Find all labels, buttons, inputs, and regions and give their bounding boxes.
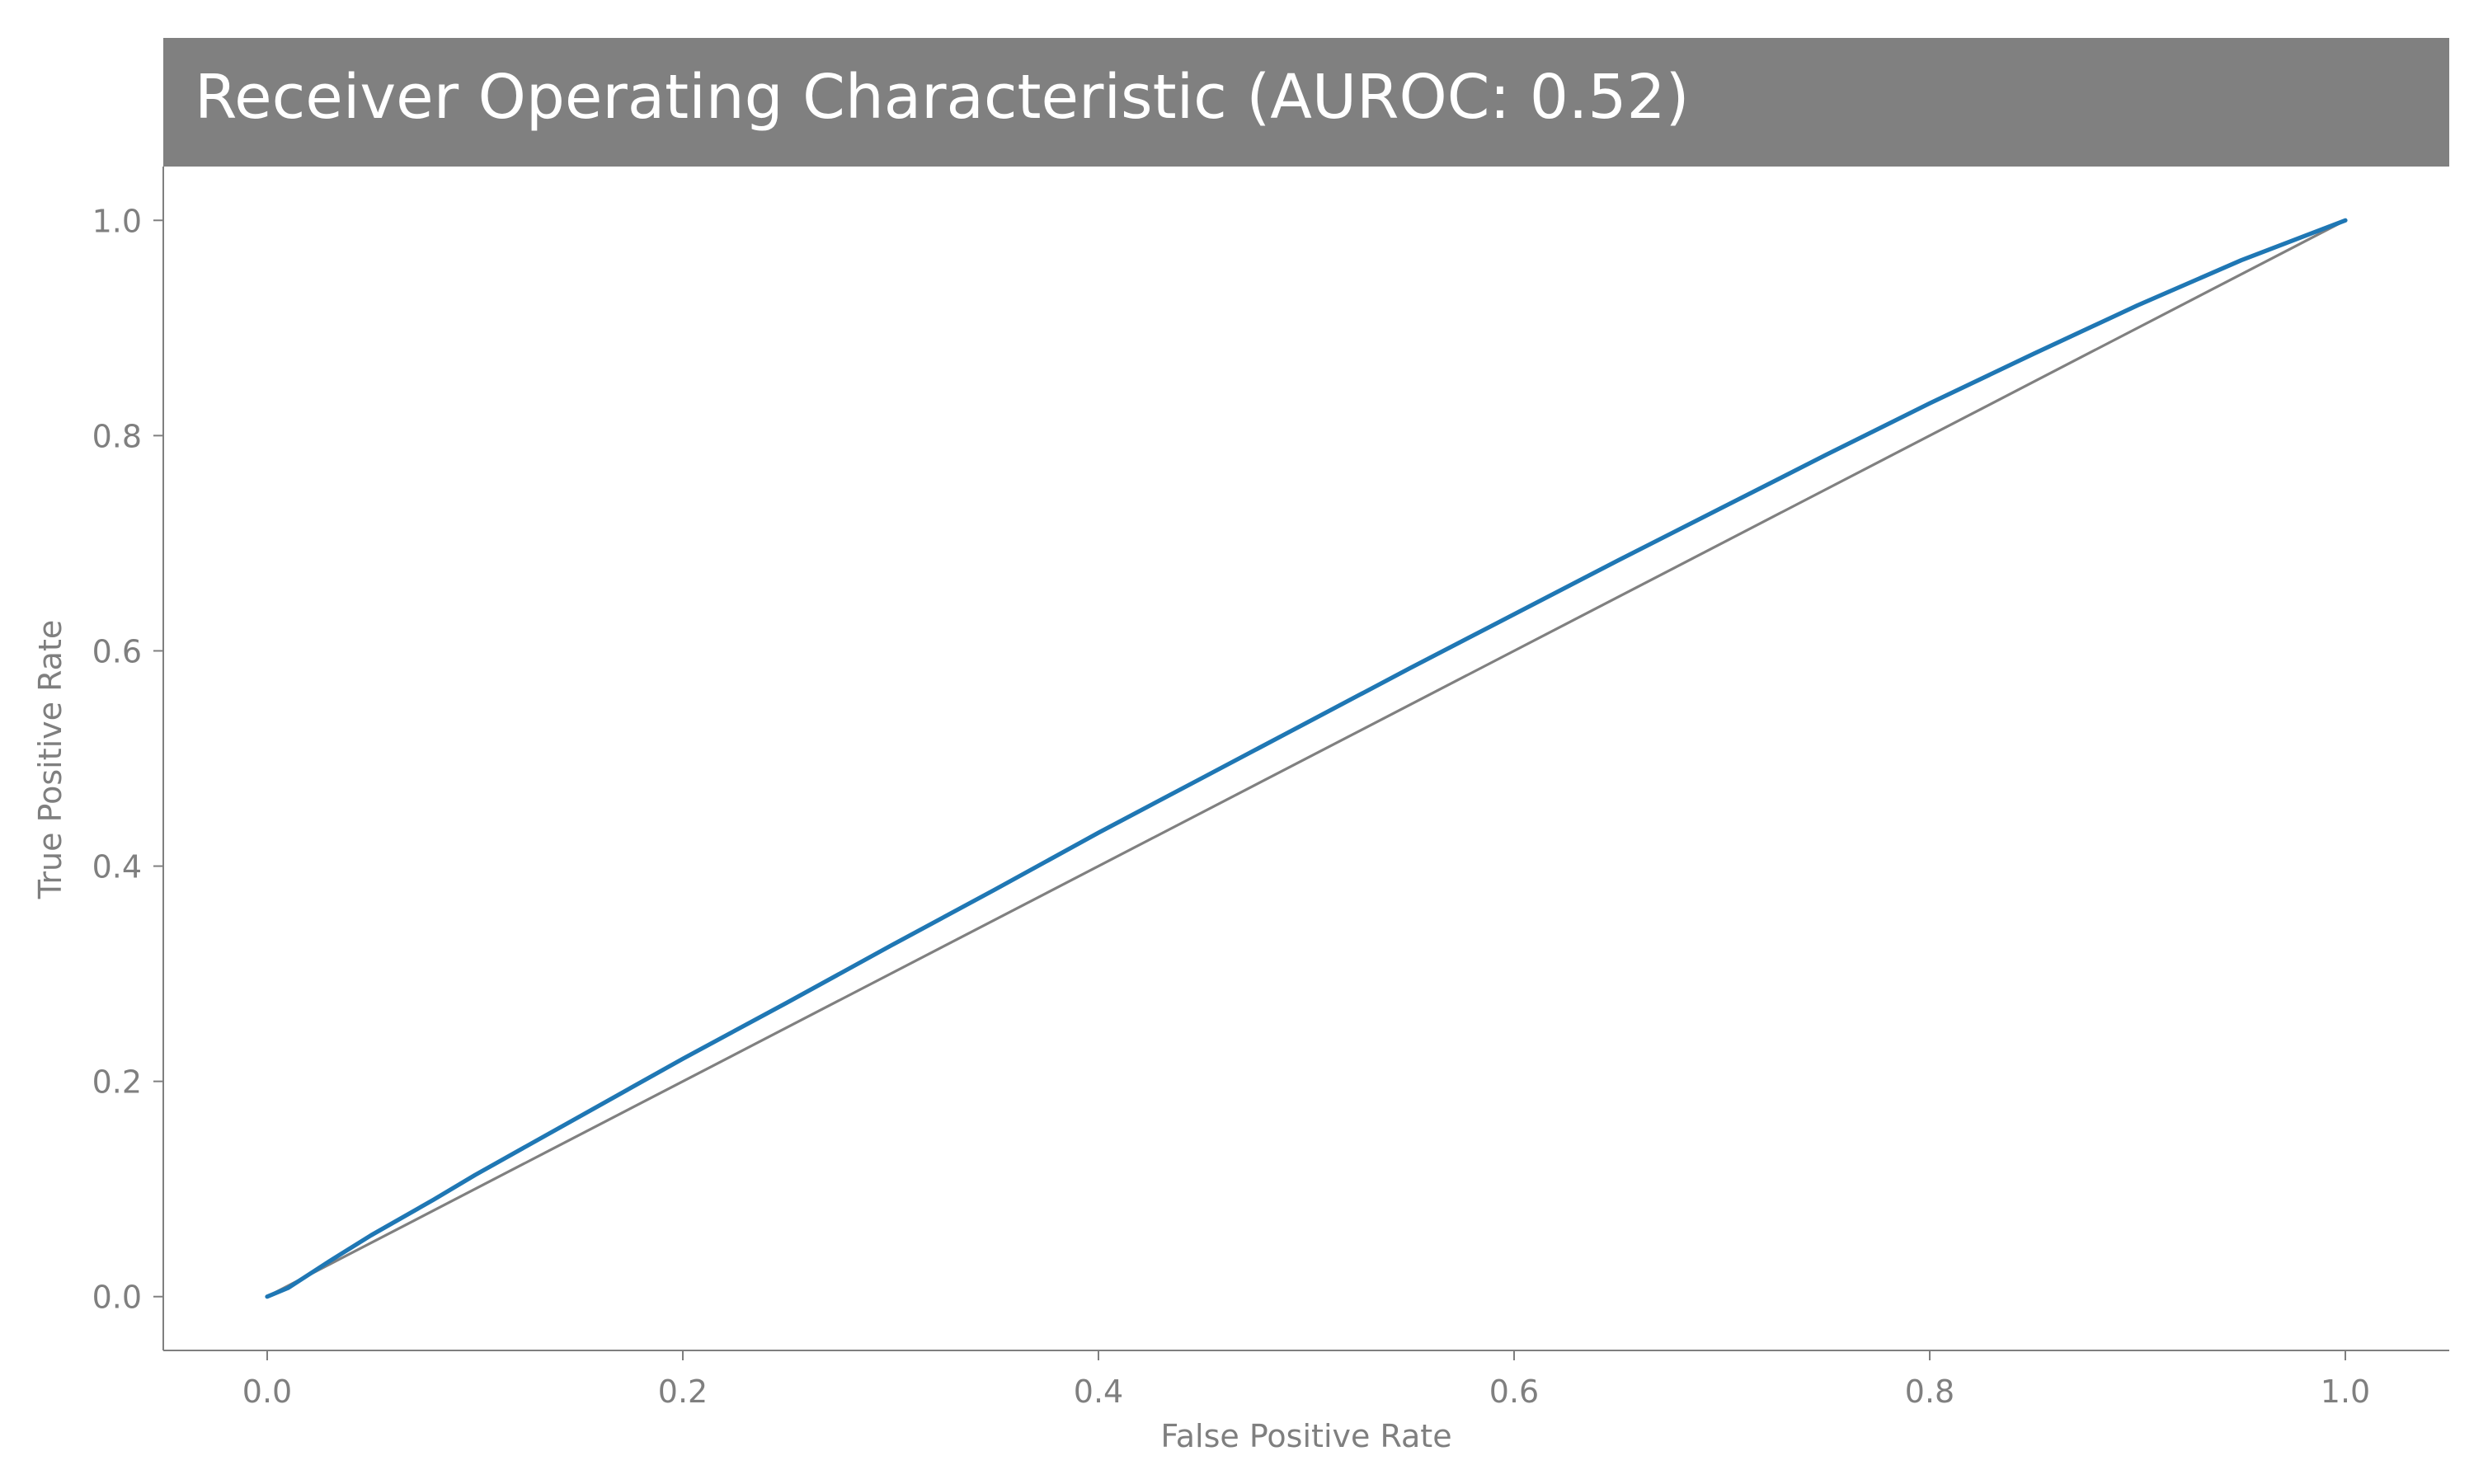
- x-tick-label: 0.2: [658, 1374, 708, 1410]
- y-tick-label: 0.4: [92, 849, 142, 885]
- series-layer: [265, 218, 2348, 1299]
- y-tick-label: 0.2: [92, 1064, 142, 1101]
- roc-curve-line: [265, 218, 2348, 1299]
- x-tick-label: 0.6: [1489, 1374, 1539, 1410]
- x-tick-label: 0.8: [1905, 1374, 1954, 1410]
- y-tick-label: 0.0: [92, 1280, 142, 1316]
- x-tick-label: 0.0: [242, 1374, 292, 1410]
- x-tick-label: 0.4: [1074, 1374, 1123, 1410]
- y-tick-label: 1.0: [92, 203, 142, 239]
- y-tick-label: 0.6: [92, 633, 142, 669]
- axes: [162, 167, 2449, 1351]
- x-axis-label: False Positive Rate: [1160, 1418, 1451, 1454]
- ticks: 0.0 0.2 0.4 0.6 0.8 1.0 0.0 0.2 0.4 0.6 0.8 1.0: [92, 203, 2371, 1410]
- y-axis-label: True Positive Rate: [32, 620, 68, 900]
- title-bar: [163, 38, 2449, 167]
- chart-title: Receiver Operating Characteristic (AUROC…: [195, 62, 1689, 133]
- y-tick-label: 0.8: [92, 418, 142, 454]
- x-tick-label: 1.0: [2321, 1374, 2370, 1410]
- reference-line: [266, 218, 2346, 1298]
